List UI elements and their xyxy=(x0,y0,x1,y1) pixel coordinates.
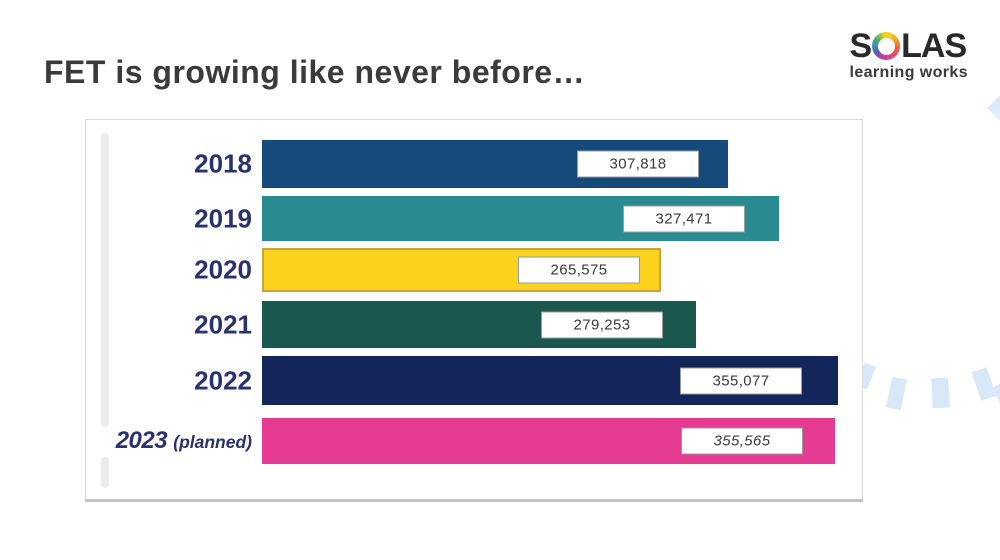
dashed-arc-segment xyxy=(930,377,950,409)
category-label: 2020 xyxy=(194,254,252,285)
bar-2018: 307,818 xyxy=(262,140,728,188)
dashed-arc-segment xyxy=(885,376,907,410)
bar-2019: 327,471 xyxy=(262,196,779,241)
bar-2020: 265,575 xyxy=(262,248,661,292)
corner-diamond-shape xyxy=(987,88,1000,128)
dashed-arc-segment xyxy=(992,381,1000,413)
value-label: 279,253 xyxy=(541,311,663,338)
category-label: 2023 (planned) xyxy=(115,427,252,454)
rainbow-ring-icon xyxy=(872,32,901,60)
logo-letter-s: S xyxy=(849,27,872,65)
solas-logo-wordmark: S LAS xyxy=(849,27,968,65)
category-label: 2018 xyxy=(194,148,252,179)
value-label: 307,818 xyxy=(577,150,699,178)
chart-panel: 2018 307,818 2019 327,471 2020 265,575 2021 279… xyxy=(85,119,863,502)
y-axis-bar xyxy=(101,457,109,488)
bar-2022: 355,077 xyxy=(262,356,838,405)
category-label: 2022 xyxy=(194,365,252,395)
value-label: 265,575 xyxy=(518,256,640,284)
bar-2023-planned-: 355,565 xyxy=(262,418,835,464)
logo-tagline: learning works xyxy=(849,64,968,81)
value-label: 355,077 xyxy=(680,367,802,394)
slide-title: FET is growing like never before… xyxy=(44,54,586,90)
solas-logo: S LAS learning works xyxy=(849,27,968,82)
dashed-arc-segment xyxy=(971,367,997,401)
bar-2021: 279,253 xyxy=(262,301,696,348)
logo-letters-las: LAS xyxy=(901,27,967,65)
category-label: 2021 xyxy=(194,309,252,339)
category-label: 2019 xyxy=(194,203,252,233)
value-label: 355,565 xyxy=(681,427,803,455)
planned-note: (planned) xyxy=(173,432,252,452)
value-label: 327,471 xyxy=(623,205,745,232)
y-axis-bar xyxy=(101,133,109,427)
